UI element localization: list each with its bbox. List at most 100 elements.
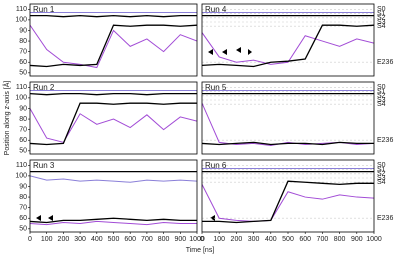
panel: Run 3 50 60 70 80 90 100 110 0 100 200 300 400 500 600… (15, 159, 205, 243)
traces (202, 89, 374, 147)
x-tick-label: 700 (317, 236, 329, 243)
y-tick-label: 50 (19, 70, 27, 77)
panel-title: Run 5 (205, 83, 227, 92)
x-tick-label: 600 (124, 236, 136, 243)
frame (201, 3, 375, 77)
site-label: S2 (377, 171, 386, 178)
x-tick-label: 300 (248, 236, 260, 243)
trace (30, 14, 197, 18)
x-tick-label: 500 (108, 236, 120, 243)
x-tick-label: 500 (282, 236, 294, 243)
x-tick-label: 800 (334, 236, 346, 243)
y-tick-label: 90 (19, 105, 27, 112)
x-tick-label: 300 (74, 236, 86, 243)
x-tick-label: 700 (141, 236, 153, 243)
x-tick-label: 0 (28, 236, 32, 243)
site-label: S0 (377, 84, 386, 91)
trace (202, 32, 374, 65)
panel-title: Run 6 (205, 161, 227, 170)
site-label: E236 (377, 215, 393, 222)
y-tick-label: 110 (16, 6, 27, 13)
trace (202, 180, 374, 224)
frame (201, 81, 375, 155)
site-label: E236 (377, 59, 393, 66)
y-tick-label: 70 (19, 204, 27, 211)
traces (30, 170, 197, 226)
trace (30, 217, 197, 224)
site-label: E236 (377, 137, 393, 144)
panel: Run 1 50 60 70 80 90 100 110 (15, 3, 198, 77)
trace (202, 184, 374, 222)
x-tick-label: 0 (200, 236, 204, 243)
site-label: S3 (377, 97, 386, 104)
site-label: S0 (377, 162, 386, 169)
y-tick-label: 80 (19, 38, 27, 45)
y-tick-label: 100 (15, 17, 27, 24)
y-tick-label: 60 (19, 215, 27, 222)
panel: Run 2 50 60 70 80 90 100 110 (15, 81, 198, 155)
trace (30, 220, 197, 226)
traces (202, 11, 374, 68)
trace (30, 24, 197, 69)
site-label: S1 (377, 166, 386, 173)
x-tick-label: 800 (158, 236, 170, 243)
frame (29, 81, 198, 155)
y-tick-label: 100 (15, 95, 27, 102)
y-tick-label: 80 (19, 116, 27, 123)
arrows (36, 47, 252, 221)
trace (30, 108, 197, 143)
trace (202, 102, 374, 147)
panel-title: Run 1 (33, 5, 55, 14)
site-label: S3 (377, 175, 386, 182)
trace (30, 175, 197, 183)
y-tick-label: 70 (19, 126, 27, 133)
panel-title: Run 2 (33, 83, 55, 92)
y-tick-label: 80 (19, 194, 27, 201)
trace (30, 102, 197, 146)
site-label: S2 (377, 15, 386, 22)
y-tick-label: 50 (19, 148, 27, 155)
frame (29, 3, 198, 77)
y-axis-label: Position along z-axis [Å] (2, 81, 11, 156)
panel-title: Run 3 (33, 161, 55, 170)
site-label: S3 (377, 19, 386, 26)
x-tick-label: 400 (265, 236, 277, 243)
traces (30, 11, 197, 69)
x-tick-label: 400 (91, 236, 103, 243)
trace (30, 24, 197, 68)
x-tick-label: 600 (299, 236, 311, 243)
y-tick-label: 90 (19, 183, 27, 190)
site-label: S1 (377, 88, 386, 95)
y-tick-label: 60 (19, 59, 27, 66)
x-tick-label: 200 (231, 236, 243, 243)
y-tick-label: 100 (15, 173, 27, 180)
x-tick-label: 900 (351, 236, 363, 243)
traces (30, 89, 197, 146)
y-tick-label: 60 (19, 137, 27, 144)
y-tick-label: 70 (19, 48, 27, 55)
trace (30, 92, 197, 96)
x-tick-label: 100 (41, 236, 53, 243)
x-tick-label: 200 (58, 236, 70, 243)
site-label: S4 (377, 101, 386, 108)
x-axis-label: Time [ns] (186, 247, 215, 254)
x-tick-label: 900 (174, 236, 186, 243)
y-tick-label: 50 (19, 226, 27, 233)
site-label: S1 (377, 10, 386, 17)
x-tick-label: 100 (213, 236, 225, 243)
site-label: S4 (377, 23, 386, 30)
y-tick-label: 110 (16, 162, 27, 169)
site-label: S0 (377, 6, 386, 13)
y-tick-label: 110 (16, 84, 27, 91)
trace (202, 141, 374, 146)
traces (202, 167, 374, 224)
trace (202, 24, 374, 68)
x-tick-label: 1000 (189, 236, 205, 243)
y-tick-label: 90 (19, 27, 27, 34)
site-label: S2 (377, 93, 386, 100)
panel-title: Run 4 (205, 5, 227, 14)
